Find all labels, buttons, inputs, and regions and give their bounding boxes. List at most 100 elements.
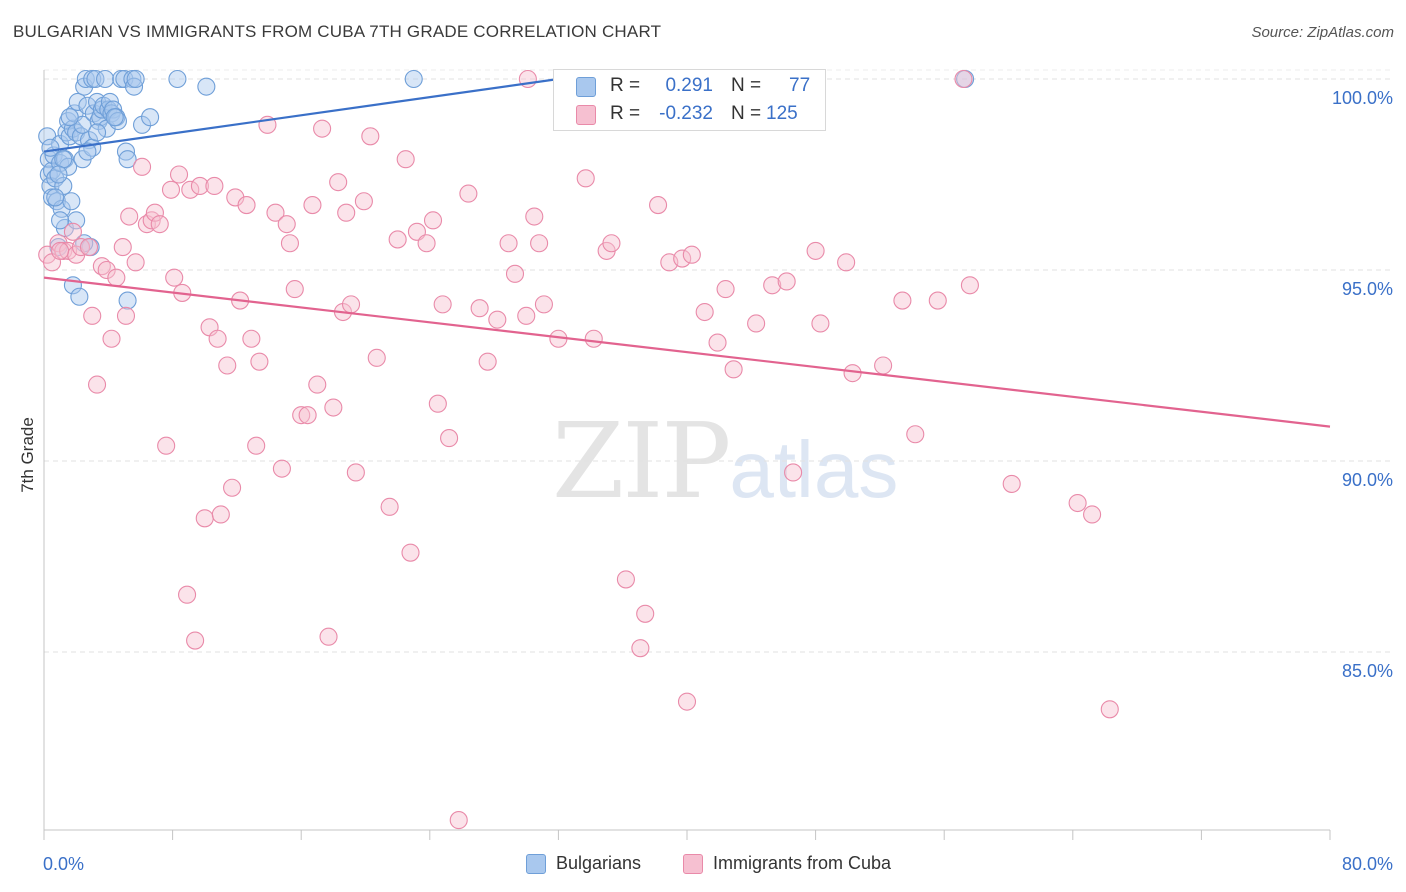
cuba-point — [292, 406, 311, 425]
bulgarians-swatch — [576, 77, 596, 97]
cuba-point — [272, 459, 291, 478]
y-tick-label: 95.0% — [1342, 279, 1393, 299]
y-tick-label: 90.0% — [1342, 470, 1393, 490]
bulgarians-point — [141, 108, 160, 127]
cuba-point — [433, 295, 452, 314]
bulgarians-point — [46, 188, 65, 207]
y-tick-label: 85.0% — [1342, 661, 1393, 681]
cuba-point — [440, 429, 459, 448]
n-label: N = — [731, 75, 762, 96]
r-label: R = — [610, 103, 641, 124]
cuba-point — [161, 180, 181, 199]
cuba-point — [777, 272, 796, 291]
cuba-point — [388, 230, 407, 249]
bulgarians-point — [124, 77, 144, 96]
cuba-point — [208, 329, 227, 348]
cuba-point — [747, 314, 766, 333]
cuba-point — [102, 329, 121, 348]
cuba-point — [211, 505, 230, 524]
r-value: -0.232 — [659, 103, 713, 124]
cuba-point — [329, 173, 348, 192]
cuba-point — [113, 238, 132, 257]
cuba-point — [242, 329, 261, 348]
watermark: ZIPatlas — [552, 400, 898, 522]
bulgarians-point — [118, 291, 137, 310]
cuba-point — [303, 196, 322, 215]
bulgarians-point — [87, 123, 107, 142]
cuba-point — [811, 314, 830, 333]
cuba-point — [63, 222, 82, 241]
cuba-point — [449, 811, 468, 830]
cuba-point — [280, 234, 299, 253]
bulgarians-point — [404, 69, 423, 89]
cuba-point — [505, 264, 525, 283]
cuba-point — [708, 333, 727, 352]
stats-legend: R = 0.291 N = 77 R = -0.232 N = 125 — [553, 69, 826, 131]
cuba-point — [428, 394, 447, 413]
x-tick-label: 0.0% — [43, 854, 84, 874]
cuba-point — [87, 375, 107, 394]
cuba-point — [763, 276, 782, 295]
cuba-point — [960, 276, 979, 295]
cuba-point — [784, 463, 803, 482]
cuba-point — [337, 203, 356, 222]
cuba-point — [893, 291, 912, 310]
legend-label: Immigrants from Cuba — [713, 853, 892, 873]
x-tick-label: 80.0% — [1342, 854, 1393, 874]
cuba-point — [417, 234, 436, 253]
cuba-point — [324, 398, 343, 417]
cuba-point — [120, 207, 139, 226]
bulgarians-point — [67, 211, 86, 230]
cuba-point — [313, 119, 332, 138]
cuba-point — [380, 497, 399, 516]
cuba-point — [145, 203, 164, 222]
cuba-point — [724, 360, 743, 379]
cuba-point — [530, 234, 549, 253]
bulgarians-point — [86, 69, 105, 89]
cuba-point — [874, 356, 893, 375]
cuba-point — [308, 375, 327, 394]
cuba-point — [195, 509, 214, 528]
bulgarians-point — [62, 192, 81, 211]
cuba-point — [157, 436, 176, 455]
bulgarians-point — [78, 96, 97, 115]
cuba-point — [169, 165, 189, 184]
bulgarians-legend-swatch — [526, 854, 546, 874]
cuba-point — [354, 192, 373, 211]
cuba-point — [649, 196, 668, 215]
cuba-point — [107, 268, 126, 287]
bulgarians-point — [51, 211, 70, 230]
bulgarians-point — [105, 108, 124, 127]
cuba-point — [928, 291, 947, 310]
bulgarians-point — [68, 92, 87, 111]
cuba-point — [584, 329, 603, 348]
cuba-point — [677, 692, 697, 711]
cuba-point — [341, 295, 361, 314]
cuba-point — [470, 299, 489, 318]
cuba-point — [223, 478, 242, 497]
cuba-point — [319, 627, 338, 646]
cuba-point — [346, 463, 365, 482]
cuba-point — [616, 570, 635, 589]
cuba-point — [126, 253, 145, 272]
cuba-point — [83, 306, 102, 325]
cuba-point — [716, 280, 735, 299]
bulgarians-point — [76, 69, 95, 89]
cuba-point — [488, 310, 507, 329]
n-value: 77 — [789, 75, 811, 96]
cuba-point — [218, 356, 237, 375]
bulgarians-point — [52, 199, 71, 218]
r-value: 0.291 — [665, 75, 713, 96]
bulgarians-point — [116, 142, 136, 161]
r-label: R = — [610, 75, 641, 96]
bulgarians-point — [78, 142, 97, 161]
cuba-point — [79, 238, 99, 257]
cuba-point — [285, 280, 304, 299]
cuba-point — [1100, 700, 1119, 719]
cuba-point — [250, 352, 269, 371]
cuba-point — [401, 543, 420, 562]
stats-legend-row-cuba: R = -0.232 N = 125 — [554, 102, 825, 128]
cuba-point — [1068, 493, 1087, 513]
cuba-point — [97, 260, 116, 280]
